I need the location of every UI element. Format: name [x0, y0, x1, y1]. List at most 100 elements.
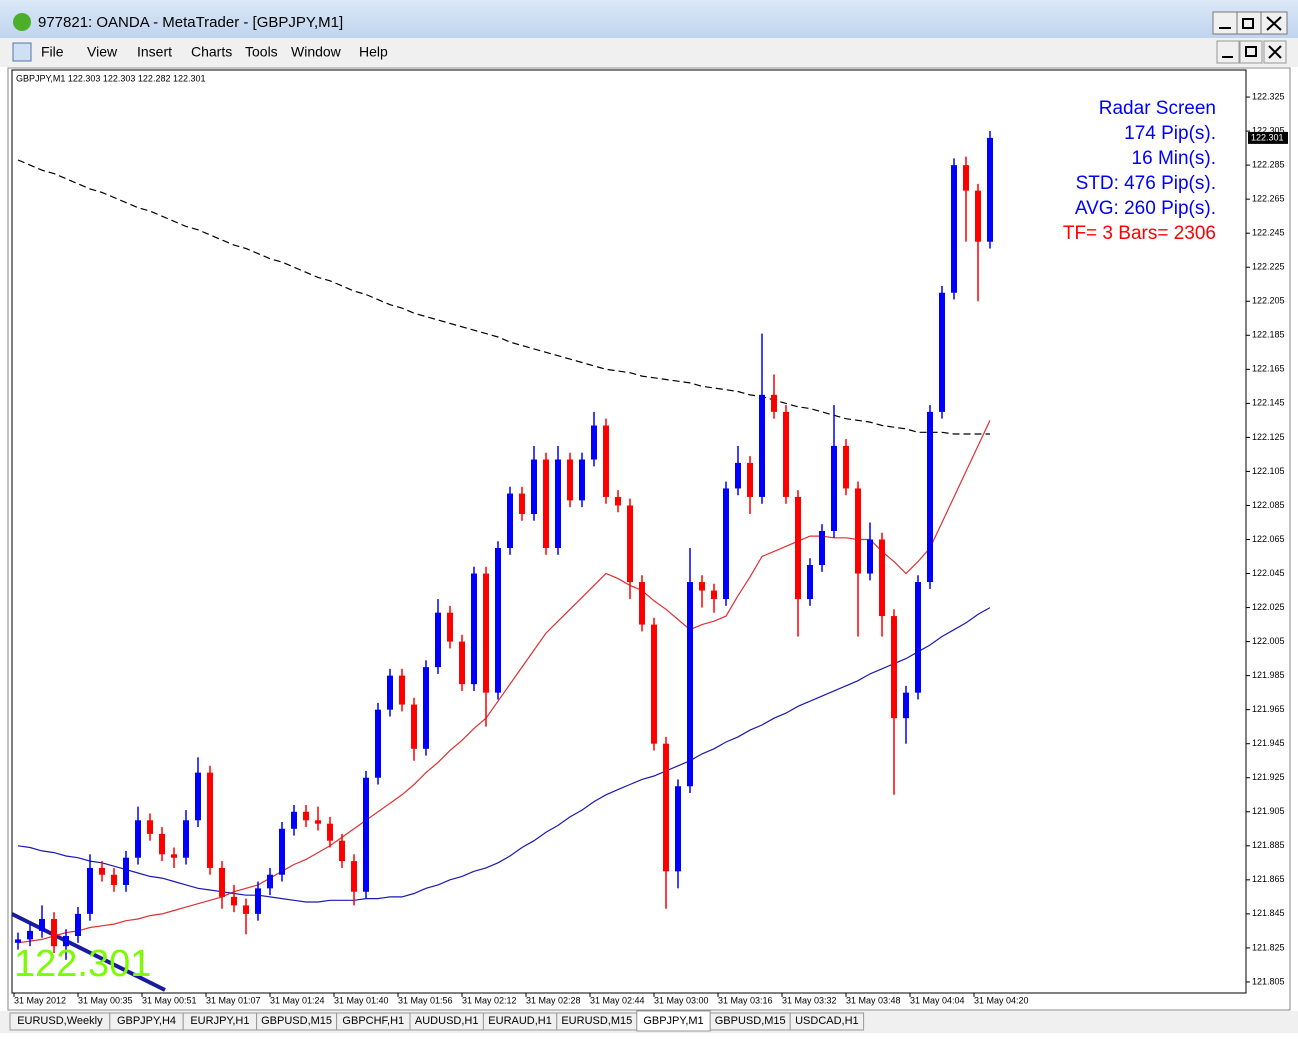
tab[interactable] — [789, 1012, 865, 1031]
tab-label[interactable]: EURUSD,Weekly — [17, 1015, 103, 1027]
y-tick-label: 122.165 — [1252, 364, 1285, 374]
radar-line: TF= 3 Bars= 2306 — [1063, 223, 1216, 244]
tab-label[interactable]: GBPUSD,M15 — [261, 1015, 332, 1027]
window-title: 977821: OANDA - MetaTrader - [GBPJPY,M1] — [38, 14, 343, 31]
tab-label[interactable]: GBPUSD,M15 — [715, 1015, 786, 1027]
x-tick-label: 31 May 02:28 — [526, 995, 581, 1005]
menu-item[interactable]: View — [87, 44, 118, 60]
tab-label[interactable]: EURAUD,H1 — [488, 1015, 552, 1027]
candle-body — [243, 905, 249, 914]
window-controls[interactable] — [1212, 11, 1288, 35]
candle-body — [867, 539, 873, 574]
candle-body — [771, 394, 777, 412]
candle-body — [615, 496, 621, 506]
candle-body — [567, 459, 573, 501]
menu-item[interactable]: Window — [291, 44, 342, 60]
candle-body — [603, 425, 609, 497]
plot: 121.805 121.825 121.845 121.865 121.885 121.9… — [13, 91, 1288, 1005]
y-tick-label: 122.325 — [1252, 91, 1285, 101]
candle-body — [723, 488, 729, 600]
candle-body — [135, 820, 141, 858]
candle-body — [891, 616, 897, 719]
y-tick-label: 121.905 — [1252, 806, 1285, 816]
tab-label[interactable]: EURUSD,M15 — [561, 1015, 632, 1027]
tab-label[interactable]: USDCAD,H1 — [795, 1015, 859, 1027]
tab-label[interactable]: GBPJPY,M1 — [643, 1015, 703, 1027]
x-tick-label: 31 May 01:07 — [206, 995, 261, 1005]
candle-body — [339, 840, 345, 862]
candle-body — [783, 411, 789, 497]
tab-label[interactable]: GBPJPY,H4 — [117, 1015, 176, 1027]
candle-body — [927, 411, 933, 583]
y-tick-label: 121.945 — [1252, 738, 1285, 748]
tab-label[interactable]: EURJPY,H1 — [190, 1015, 249, 1027]
x-tick-label: 31 May 02:12 — [462, 995, 517, 1005]
candle-body — [519, 493, 525, 514]
candle-body — [963, 165, 969, 191]
x-tick-label: 31 May 01:40 — [334, 995, 389, 1005]
x-tick-label: 31 May 03:16 — [718, 995, 773, 1005]
candle-body — [819, 530, 825, 566]
big-price: 122.301 — [14, 943, 151, 985]
candle-body — [483, 573, 489, 693]
candle-body — [675, 786, 681, 872]
candle-body — [855, 488, 861, 574]
restore-button[interactable] — [1236, 11, 1262, 35]
price-box-label: 122.301 — [1251, 132, 1284, 142]
candle-body — [15, 939, 21, 943]
candle-body — [279, 828, 285, 875]
menu-item[interactable]: File — [41, 44, 64, 60]
candle-body — [315, 820, 321, 824]
candle-body — [327, 823, 333, 841]
moving-average — [17, 607, 991, 903]
menu-item[interactable]: Charts — [191, 44, 232, 60]
x-tick-label: 31 May 03:00 — [654, 995, 709, 1005]
y-tick-label: 122.085 — [1252, 500, 1285, 510]
menu-item[interactable]: Tools — [245, 44, 278, 60]
x-tick-label: 31 May 04:20 — [974, 995, 1029, 1005]
candle-body — [27, 930, 33, 940]
price-box — [1248, 131, 1288, 144]
y-tick-label: 122.145 — [1252, 398, 1285, 408]
candle-body — [903, 692, 909, 719]
y-tick-label: 122.265 — [1252, 194, 1285, 204]
chart-window-controls[interactable] — [1216, 40, 1287, 64]
trend-line — [11, 912, 166, 992]
candle-body — [75, 913, 81, 936]
y-tick-label: 122.005 — [1252, 636, 1285, 646]
radar-line: 16 Min(s). — [1132, 148, 1216, 169]
candle-body — [471, 573, 477, 685]
candle-body — [639, 582, 645, 625]
y-tick-label: 122.025 — [1252, 602, 1285, 612]
x-tick-label: 31 May 00:35 — [78, 995, 133, 1005]
candle-body — [459, 641, 465, 685]
candle-body — [255, 888, 261, 914]
candle-body — [699, 582, 705, 591]
y-tick-label: 121.965 — [1252, 704, 1285, 714]
menu-item[interactable]: Help — [359, 44, 388, 60]
tab-label[interactable]: AUDUSD,H1 — [415, 1015, 479, 1027]
candle-body — [291, 811, 297, 829]
menu: File View Insert Charts Tools Window Help — [41, 44, 388, 60]
minimize-button[interactable] — [1216, 40, 1240, 64]
y-tick-label: 122.245 — [1252, 228, 1285, 238]
candle-body — [711, 590, 717, 600]
symbol-info: GBPJPY,M1 122.303 122.303 122.282 122.30… — [16, 73, 206, 83]
candle-body — [387, 675, 393, 710]
candle-body — [843, 445, 849, 489]
chart-icon — [12, 42, 32, 62]
menu-item[interactable]: Insert — [137, 44, 172, 60]
candle-body — [195, 772, 201, 821]
minimize-button[interactable] — [1212, 11, 1238, 35]
candle-body — [759, 394, 765, 497]
radar-line: 174 Pip(s). — [1124, 123, 1216, 144]
candle-body — [231, 896, 237, 906]
y-tick-label: 121.885 — [1252, 840, 1285, 850]
candle-body — [63, 935, 69, 947]
restore-button[interactable] — [1239, 40, 1263, 64]
tab-label[interactable]: GBPCHF,H1 — [342, 1015, 404, 1027]
candle-body — [87, 867, 93, 914]
candle-body — [975, 190, 981, 242]
candle-body — [579, 459, 585, 501]
